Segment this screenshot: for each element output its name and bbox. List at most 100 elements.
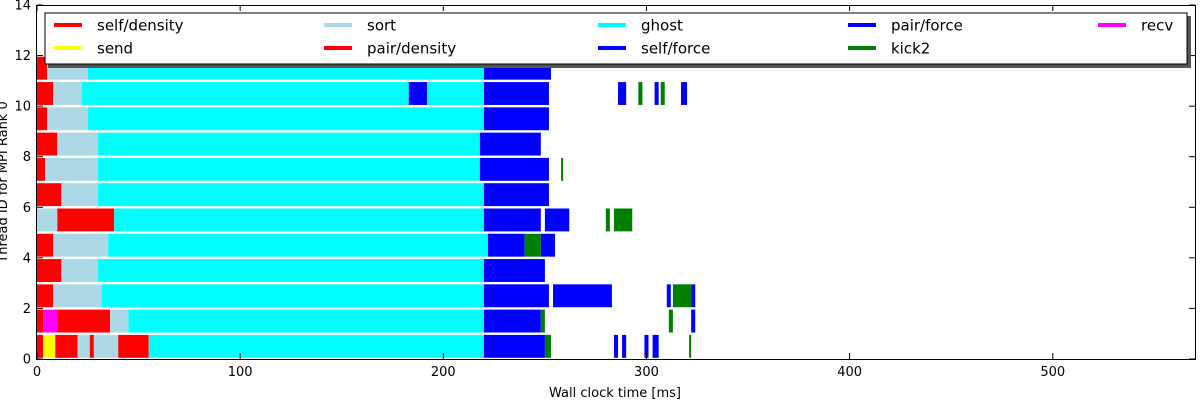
task-bar-recv [43, 309, 58, 333]
task-bar-pair-force [691, 309, 696, 333]
task-bar-pair-force [691, 284, 696, 308]
task-bar-self-density [37, 107, 48, 131]
task-bar-ghost [97, 157, 480, 181]
task-bar-self-density [57, 309, 111, 333]
y-tick-label: 10 [14, 100, 31, 115]
task-bar-kick2 [540, 309, 545, 333]
task-bar-self-density [55, 334, 78, 358]
task-bar-ghost [87, 107, 484, 131]
task-bar-ghost [427, 82, 484, 105]
task-bar-pair-force [613, 334, 619, 358]
task-bar-self-density [37, 183, 62, 207]
legend-label-recv: recv [1141, 17, 1173, 35]
task-bar-pair-force [681, 82, 688, 105]
task-bar-pair-force [652, 334, 659, 358]
task-bar-kick2 [605, 208, 610, 232]
y-tick-label: 12 [14, 49, 31, 64]
y-tick-label: 6 [23, 201, 31, 216]
task-bar-ghost [81, 82, 409, 105]
x-tick-label: 300 [634, 365, 659, 380]
task-bar-kick2 [668, 309, 673, 333]
task-bar-pair-force [544, 208, 570, 232]
x-tick-label: 500 [1040, 365, 1065, 380]
plot-frame [36, 5, 1196, 360]
task-bar-kick2 [638, 82, 643, 105]
y-tick-label: 4 [23, 251, 31, 266]
task-bar-ghost [114, 208, 484, 232]
legend-label-self-density: self/density [97, 17, 184, 35]
task-bar-ghost [102, 284, 484, 308]
legend-label-self-force: self/force [641, 40, 710, 58]
task-bar-pair-force [479, 132, 541, 156]
y-tick-label: 8 [23, 150, 31, 165]
y-tick-label: 14 [14, 0, 31, 14]
task-bar-sort [57, 132, 98, 156]
task-bar-ghost [128, 309, 484, 333]
task-bar-pair-force [553, 284, 612, 308]
task-bar-pair-force [408, 82, 428, 105]
task-bar-sort [61, 183, 98, 207]
task-bar-sort [53, 233, 109, 257]
task-bar-sort [47, 107, 88, 131]
legend-label-sort: sort [367, 17, 396, 35]
task-bar-kick2 [524, 233, 541, 257]
legend-label-send: send [97, 40, 133, 58]
task-bar-ghost [97, 183, 484, 207]
y-axis-label: Thread ID for MPI Rank 0 [0, 101, 11, 263]
task-bar-self-density [37, 56, 48, 80]
task-bar-kick2 [613, 208, 633, 232]
task-bar-pair-force [483, 107, 549, 131]
task-bar-sort [93, 334, 119, 358]
task-bar-ghost [97, 259, 484, 282]
x-tick-label: 200 [431, 365, 456, 380]
task-bar-sort [45, 157, 98, 181]
task-bar-self-density [37, 82, 54, 105]
task-bar-self-density [89, 334, 94, 358]
legend-label-pair-density: pair/density [367, 40, 456, 58]
task-bar-kick2 [660, 82, 665, 105]
task-bar-self-density [57, 208, 115, 232]
x-axis-label: Wall clock time [ms] [549, 386, 681, 400]
task-bar-kick2 [561, 157, 564, 181]
x-tick-label: 400 [837, 365, 862, 380]
task-bar-pair-force [618, 82, 627, 105]
task-bar-sort [53, 82, 82, 105]
plot-bars [37, 56, 696, 358]
task-bar-send [43, 334, 56, 358]
task-bar-pair-force [654, 82, 659, 105]
task-bar-pair-force [483, 183, 549, 207]
task-bar-kick2 [689, 334, 692, 358]
legend-label-ghost: ghost [641, 17, 683, 35]
task-bar-pair-force [666, 284, 671, 308]
task-bar-sort [77, 334, 90, 358]
task-bar-self-density [37, 309, 44, 333]
task-bar-self-density [37, 284, 54, 308]
task-bar-pair-force [622, 334, 627, 358]
task-bar-sort [37, 208, 58, 232]
legend-label-kick2: kick2 [891, 40, 930, 58]
task-bar-pair-force [483, 82, 549, 105]
task-bar-pair-force [483, 284, 549, 308]
x-tick-label: 0 [33, 365, 41, 380]
y-tick-label: 2 [23, 302, 31, 317]
task-bar-pair-force [540, 233, 556, 257]
task-bar-self-density [118, 334, 149, 358]
task-bar-pair-force [488, 233, 525, 257]
x-tick-label: 100 [228, 365, 253, 380]
task-bar-self-density [37, 334, 44, 358]
task-bar-pair-force [483, 259, 545, 282]
axis-ticks: 0 100 200 300 400 500 0 2 4 6 8 10 12 14 [14, 0, 1195, 380]
task-bar-kick2 [672, 284, 692, 308]
legend-box [44, 12, 1188, 65]
task-bar-self-density [37, 259, 62, 282]
task-bar-sort [53, 284, 103, 308]
task-bar-pair-force [483, 309, 541, 333]
task-bar-pair-force [479, 157, 549, 181]
task-bar-self-density [37, 157, 46, 181]
task-bar-ghost [97, 132, 480, 156]
task-bar-ghost [148, 334, 484, 358]
task-bar-sort [110, 309, 129, 333]
task-bar-pair-force [644, 334, 649, 358]
task-bar-ghost [108, 233, 489, 257]
